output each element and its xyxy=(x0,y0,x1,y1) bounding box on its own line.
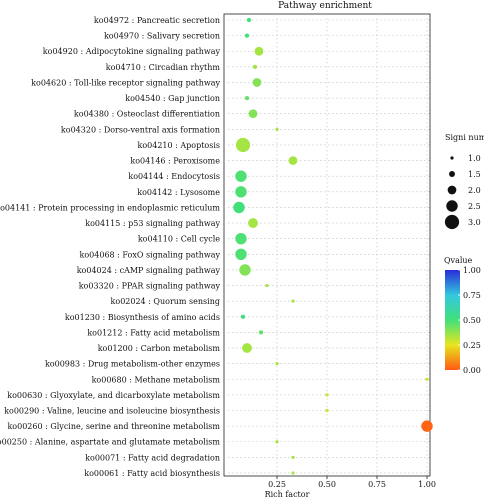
y-tick-label: ko04972 : Pancreatic secretion xyxy=(94,16,220,25)
x-tick-label: 0.25 xyxy=(268,480,286,489)
size-legend-dot xyxy=(447,185,457,195)
data-point xyxy=(235,186,247,198)
data-point xyxy=(275,362,279,366)
data-point xyxy=(244,33,250,38)
size-legend-label: 2.0 xyxy=(468,186,481,195)
y-tick-label: ko04210 : Apoptosis xyxy=(137,141,220,150)
data-point xyxy=(240,314,246,319)
y-tick-label: ko04920 : Adipocytokine signaling pathwa… xyxy=(43,47,221,56)
x-tick-label: 0.50 xyxy=(318,480,336,489)
y-tick-label: ko04068 : FoxO signaling pathway xyxy=(80,250,221,259)
data-point xyxy=(425,377,429,381)
data-point xyxy=(421,420,433,432)
data-point xyxy=(275,440,279,444)
y-tick-label: ko01230 : Biosynthesis of amino acids xyxy=(65,313,220,322)
color-legend-title: Qvalue xyxy=(444,256,473,265)
size-legend-title: Signi num xyxy=(445,133,484,142)
y-tick-label: ko00290 : Valine, leucine and isoleucine… xyxy=(4,407,220,416)
y-tick-label: ko00061 : Fatty acid biosynthesis xyxy=(84,469,220,478)
x-axis: 0.25 0.50 0.75 1.00 xyxy=(268,476,436,489)
data-point xyxy=(325,408,329,413)
size-legend-dot xyxy=(449,171,455,177)
data-point xyxy=(265,283,269,288)
grid-lines xyxy=(224,14,430,476)
y-axis-labels: ko04972 : Pancreatic secretion ko04970 : … xyxy=(0,16,220,478)
y-tick-label: ko01212 : Fatty acid metabolism xyxy=(87,328,220,337)
color-legend-label: 0.50 xyxy=(463,316,481,325)
data-point xyxy=(233,201,245,214)
data-point xyxy=(291,471,295,475)
y-tick-label: ko04024 : cAMP signaling pathway xyxy=(77,266,221,275)
color-legend-label: 1.00 xyxy=(463,266,481,275)
color-legend-label: 0.75 xyxy=(463,291,481,300)
data-point xyxy=(248,109,258,119)
data-point xyxy=(258,330,264,335)
data-point xyxy=(244,95,250,101)
y-tick-label: ko03320 : PPAR signaling pathway xyxy=(79,282,221,291)
data-point xyxy=(248,218,258,228)
data-point xyxy=(275,127,279,131)
data-points xyxy=(233,17,433,475)
y-tick-label: ko00071 : Fatty acid degradation xyxy=(85,453,220,462)
size-legend-dot xyxy=(446,200,458,212)
y-tick-label: ko04144 : Endocytosis xyxy=(128,172,220,181)
x-axis-label: Rich factor xyxy=(265,490,310,499)
color-legend-label: 0.25 xyxy=(463,341,481,350)
data-point xyxy=(246,17,252,23)
data-point xyxy=(288,156,298,165)
x-tick-label: 0.75 xyxy=(368,480,386,489)
data-point xyxy=(254,46,264,56)
x-tick-label: 1.00 xyxy=(418,480,436,489)
data-point xyxy=(252,64,258,70)
color-legend-label: 0.00 xyxy=(463,366,481,375)
y-tick-label: ko00680 : Methane metabolism xyxy=(92,375,221,384)
data-point xyxy=(291,299,295,303)
data-point xyxy=(239,264,251,276)
data-point xyxy=(235,248,247,261)
y-tick-label: ko04141 : Protein processing in endoplas… xyxy=(0,203,220,212)
data-point xyxy=(235,137,251,153)
y-tick-label: ko04710 : Circadian rhythm xyxy=(106,63,221,72)
y-tick-label: ko00250 : Alanine, aspartate and glutama… xyxy=(0,438,220,447)
size-legend-label: 3.0 xyxy=(468,218,481,227)
y-tick-label: ko04146 : Peroxisome xyxy=(130,157,220,166)
data-point xyxy=(252,78,262,87)
data-point xyxy=(291,455,295,459)
size-legend-label: 1.0 xyxy=(468,154,481,163)
size-legend-dot xyxy=(450,156,454,160)
data-point xyxy=(235,232,247,245)
y-tick-label: ko04620 : Toll-like receptor signaling p… xyxy=(31,78,220,87)
size-legend: Signi num 1.0 1.5 2.0 2.5 3.0 xyxy=(444,133,484,230)
y-tick-label: ko04142 : Lysosome xyxy=(137,188,220,197)
y-tick-label: ko04115 : p53 signaling pathway xyxy=(85,219,220,228)
color-legend-bar xyxy=(445,270,460,370)
y-tick-label: ko04380 : Osteoclast differentiation xyxy=(74,110,220,119)
y-tick-label: ko04540 : Gap junction xyxy=(125,94,220,103)
y-tick-label: ko01200 : Carbon metabolism xyxy=(98,344,221,353)
y-tick-label: ko04320 : Dorso-ventral axis formation xyxy=(61,125,220,134)
color-legend: Qvalue 1.00 0.75 0.50 0.25 0.00 xyxy=(444,256,481,375)
y-tick-label: ko02024 : Quorum sensing xyxy=(111,297,220,306)
data-point xyxy=(242,343,252,353)
size-legend-dot xyxy=(444,214,460,230)
y-tick-label: ko00260 : Glycine, serine and threonine … xyxy=(7,422,220,431)
data-point xyxy=(325,393,329,397)
chart-title: Pathway enrichment xyxy=(278,1,372,11)
size-legend-label: 2.5 xyxy=(468,202,481,211)
data-point xyxy=(235,170,247,182)
size-legend-label: 1.5 xyxy=(468,170,481,179)
y-tick-label: ko00983 : Drug metabolism-other enzymes xyxy=(45,360,220,369)
y-tick-label: ko04970 : Salivary secretion xyxy=(104,32,220,41)
y-tick-label: ko04110 : Cell cycle xyxy=(138,235,220,244)
y-tick-label: ko00630 : Glyoxylate, and dicarboxylate … xyxy=(7,391,220,400)
